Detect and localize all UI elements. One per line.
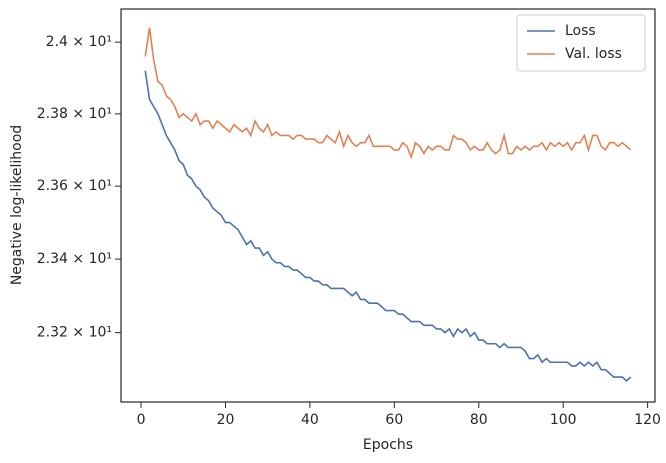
x-axis-label: Epochs bbox=[363, 437, 413, 453]
y-tick-label: 2.36 × 10¹ bbox=[37, 178, 112, 194]
legend-box bbox=[516, 14, 646, 72]
y-tick-label: 2.38 × 10¹ bbox=[37, 106, 112, 122]
legend-label: Val. loss bbox=[565, 46, 622, 62]
y-axis-label: Negative log-likelihood bbox=[9, 125, 25, 285]
y-tick-label: 2.4 × 10¹ bbox=[46, 34, 112, 50]
x-tick-label: 60 bbox=[385, 412, 403, 428]
x-tick-label: 20 bbox=[217, 412, 235, 428]
x-tick-label: 40 bbox=[301, 412, 319, 428]
y-tick-label: 2.32 × 10¹ bbox=[37, 325, 112, 341]
x-tick-label: 120 bbox=[634, 412, 661, 428]
x-tick-label: 0 bbox=[137, 412, 146, 428]
y-tick-label: 2.34 × 10¹ bbox=[37, 251, 112, 267]
x-tick-label: 80 bbox=[470, 412, 488, 428]
legend-label: Loss bbox=[565, 23, 596, 39]
line-series bbox=[144, 70, 632, 382]
plot-frame bbox=[120, 8, 656, 403]
x-tick-label: 100 bbox=[550, 412, 577, 428]
line-series bbox=[144, 27, 632, 160]
